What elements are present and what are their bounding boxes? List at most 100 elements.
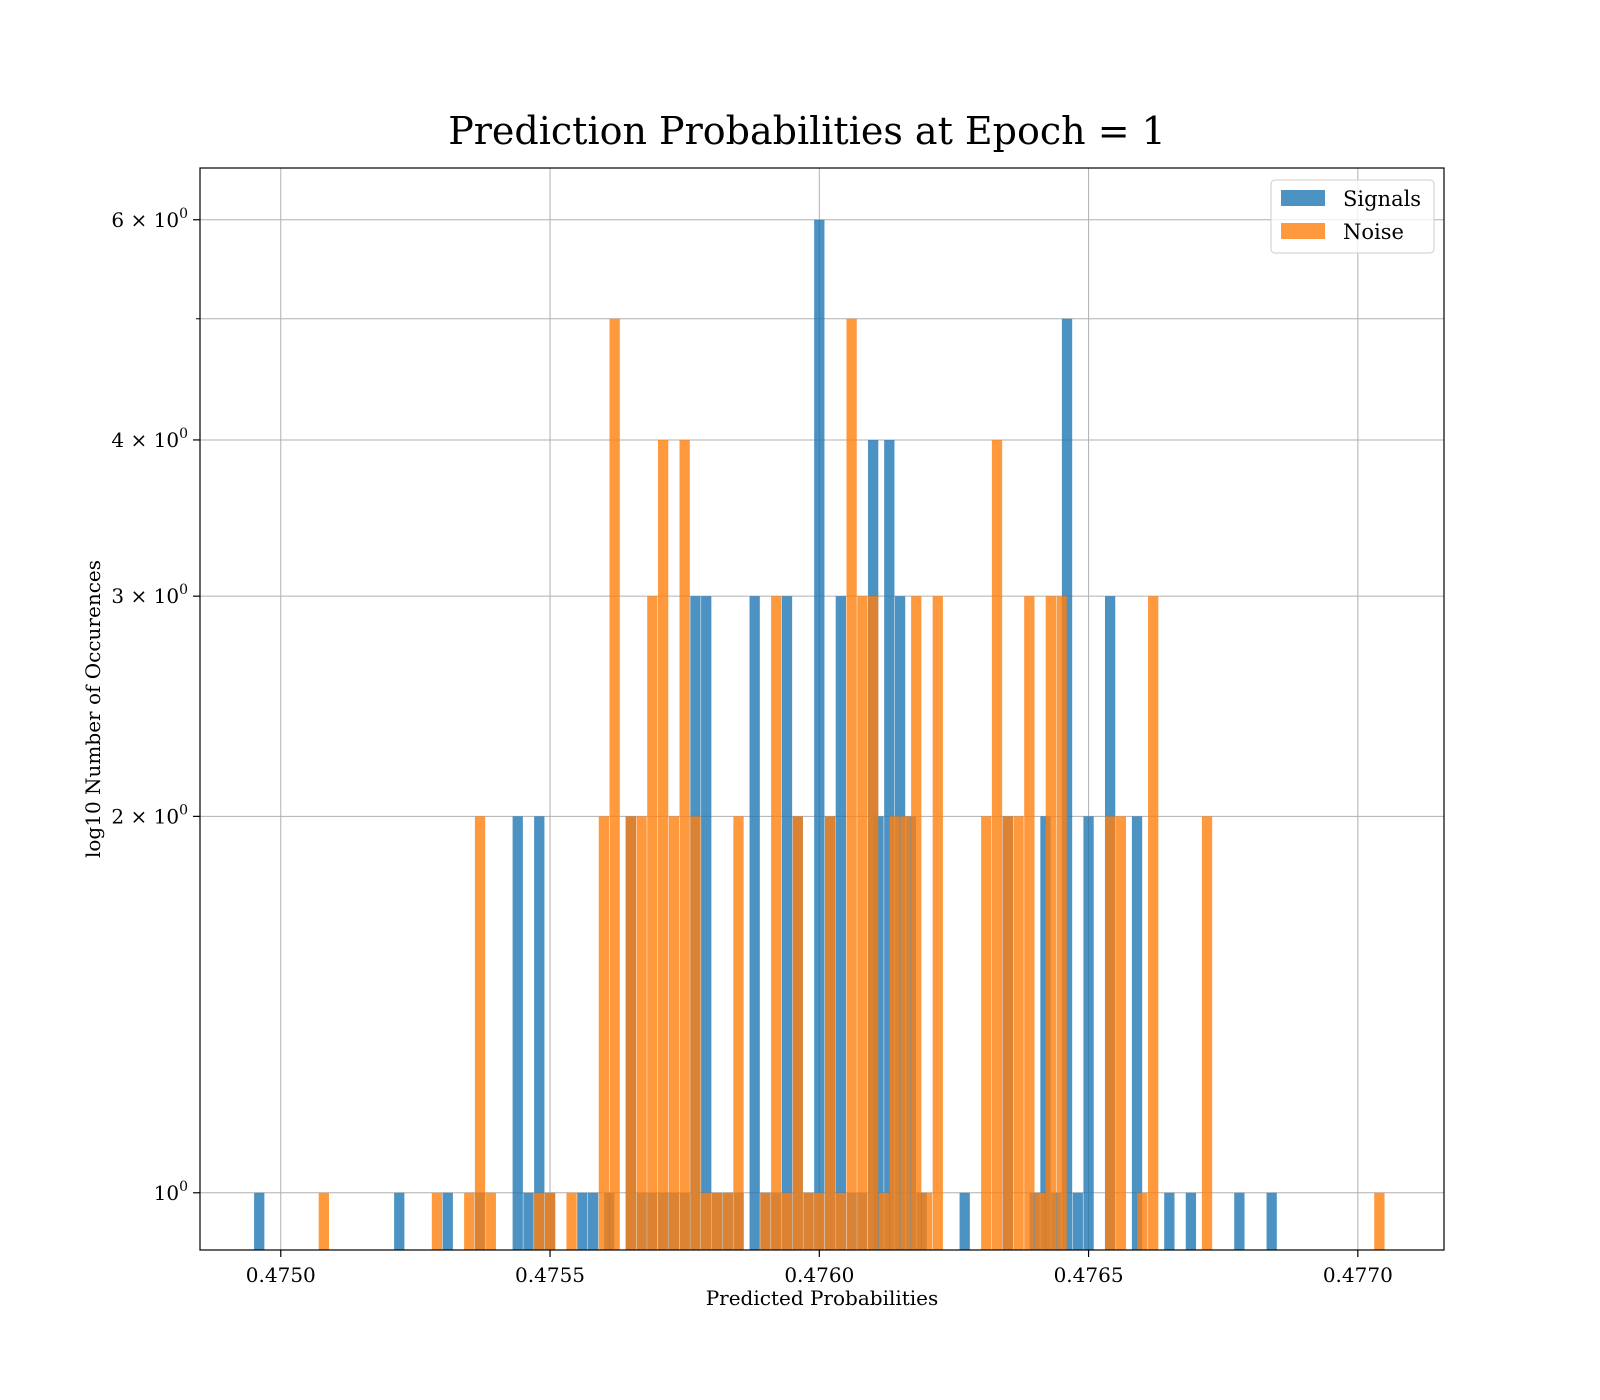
bar-noise-33 [889, 816, 900, 1250]
bar-noise-16 [690, 816, 701, 1250]
y-tick-label-base-2: 3 × 10 [111, 584, 179, 608]
bar-noise-49 [1148, 596, 1159, 1250]
bar-noise-14 [668, 816, 680, 1250]
bar-signals-45 [1072, 1192, 1083, 1250]
y-tick-label-3: 4 × 100 [111, 426, 188, 452]
bar-noise-46 [1104, 816, 1116, 1250]
legend-label-signals: Signals [1343, 187, 1421, 211]
bar-noise-45 [1056, 596, 1067, 1250]
bar-signals-37 [905, 816, 917, 1250]
y-axis-label: log10 Number of Occurences [81, 560, 105, 858]
y-tick-label-base-1: 2 × 10 [111, 804, 179, 828]
bar-noise-2 [464, 1192, 475, 1250]
y-tick-label-0: 100 [154, 1179, 188, 1205]
x-tick-label-0: 0.4750 [246, 1263, 316, 1287]
bar-noise-36 [921, 1192, 933, 1250]
bar-signals-22 [749, 596, 760, 1250]
bar-signals-41 [1029, 1192, 1040, 1250]
bar-noise-8 [598, 816, 610, 1250]
bar-signals-39 [959, 1192, 970, 1250]
bar-noise-7 [566, 1192, 577, 1250]
bar-noise-10 [625, 816, 636, 1250]
bar-signals-50 [1185, 1192, 1197, 1250]
bar-signals-1 [394, 1192, 405, 1250]
bar-noise-42 [1024, 596, 1035, 1250]
bar-noise-47 [1115, 816, 1127, 1250]
bar-noise-38 [981, 816, 992, 1250]
bar-noise-15 [679, 439, 690, 1250]
bar-noise-11 [636, 816, 647, 1250]
y-tick-label-exp-2: 0 [179, 582, 188, 598]
x-tick-label-2: 0.4760 [784, 1263, 854, 1287]
bar-noise-40 [1002, 816, 1013, 1250]
bar-signals-4 [512, 816, 523, 1250]
bar-signals-5 [523, 1192, 534, 1250]
bar-noise-13 [657, 439, 669, 1250]
bar-noise-6 [544, 1192, 556, 1250]
bar-signals-9 [587, 1192, 599, 1250]
bar-signals-25 [781, 596, 793, 1250]
x-axis-ticks: 0.4750 0.4755 0.4760 0.4765 0.4770 [246, 1250, 1393, 1287]
y-tick-label-4: 6 × 100 [111, 206, 188, 232]
bar-signals-34 [873, 816, 884, 1250]
bar-noise-29 [846, 318, 857, 1250]
bar-noise-24 [792, 816, 803, 1250]
bar-noise-50 [1201, 816, 1213, 1250]
bar-signals-0 [254, 1192, 265, 1250]
bar-noise-4 [485, 1192, 496, 1250]
bar-noise-22 [771, 596, 782, 1250]
plot-frame [199, 167, 1445, 1251]
bar-noise-5 [534, 1192, 545, 1250]
bar-signals-46 [1083, 816, 1094, 1250]
bar-signals-49 [1164, 1192, 1175, 1250]
bar-noise-48 [1137, 1192, 1148, 1250]
y-tick-label-exp-1: 0 [179, 802, 188, 818]
x-axis-label: Predicted Probabilities [706, 1286, 939, 1310]
bar-noise-19 [722, 1192, 733, 1250]
bar-signals-28 [814, 219, 825, 1251]
bar-noise-21 [760, 1192, 771, 1250]
chart-title: Prediction Probabilities at Epoch = 1 [448, 109, 1166, 153]
bar-noise-30 [857, 596, 868, 1250]
bar-noise-20 [733, 816, 744, 1250]
bar-noise-3 [474, 816, 486, 1250]
bar-noise-39 [991, 439, 1003, 1250]
legend: Signals Noise [1270, 179, 1435, 254]
bar-noise-0 [318, 1192, 330, 1250]
y-tick-label-2: 3 × 100 [111, 582, 188, 608]
y-tick-label-exp-4: 0 [179, 206, 188, 222]
bar-noise-37 [932, 596, 943, 1250]
bar-noise-31 [868, 596, 879, 1250]
bar-noise-44 [1045, 596, 1057, 1250]
bar-noise-1 [431, 1192, 443, 1250]
bar-noise-27 [824, 816, 836, 1250]
x-tick-label-3: 0.4765 [1054, 1263, 1124, 1287]
bar-signals-43 [1051, 1192, 1062, 1250]
y-tick-label-base-0: 10 [154, 1181, 179, 1205]
y-tick-label-base-3: 4 × 10 [111, 428, 179, 452]
bar-signals-51 [1234, 1192, 1245, 1250]
x-tick-label-1: 0.4755 [515, 1263, 585, 1287]
series-noise [318, 318, 1385, 1250]
bar-noise-26 [814, 1192, 825, 1250]
bar-signals-38 [916, 1192, 927, 1250]
bar-signals-10 [604, 1192, 615, 1250]
bar-signals-42 [1040, 816, 1051, 1250]
y-tick-label-1: 2 × 100 [111, 802, 188, 828]
bar-signals-48 [1131, 816, 1143, 1250]
bar-noise-25 [803, 1192, 814, 1250]
bar-signals-8 [577, 1192, 588, 1250]
bar-signals-18 [701, 596, 712, 1250]
bar-noise-41 [1013, 816, 1024, 1250]
bar-noise-51 [1374, 1192, 1385, 1250]
legend-label-noise: Noise [1343, 220, 1404, 244]
bar-signals-35 [884, 439, 895, 1250]
legend-swatch-noise [1281, 223, 1325, 239]
bar-noise-35 [911, 596, 922, 1250]
x-tick-label-4: 0.4770 [1323, 1263, 1393, 1287]
bar-signals-6 [534, 816, 545, 1250]
bar-noise-9 [609, 318, 620, 1250]
bar-signals-52 [1266, 1192, 1277, 1250]
